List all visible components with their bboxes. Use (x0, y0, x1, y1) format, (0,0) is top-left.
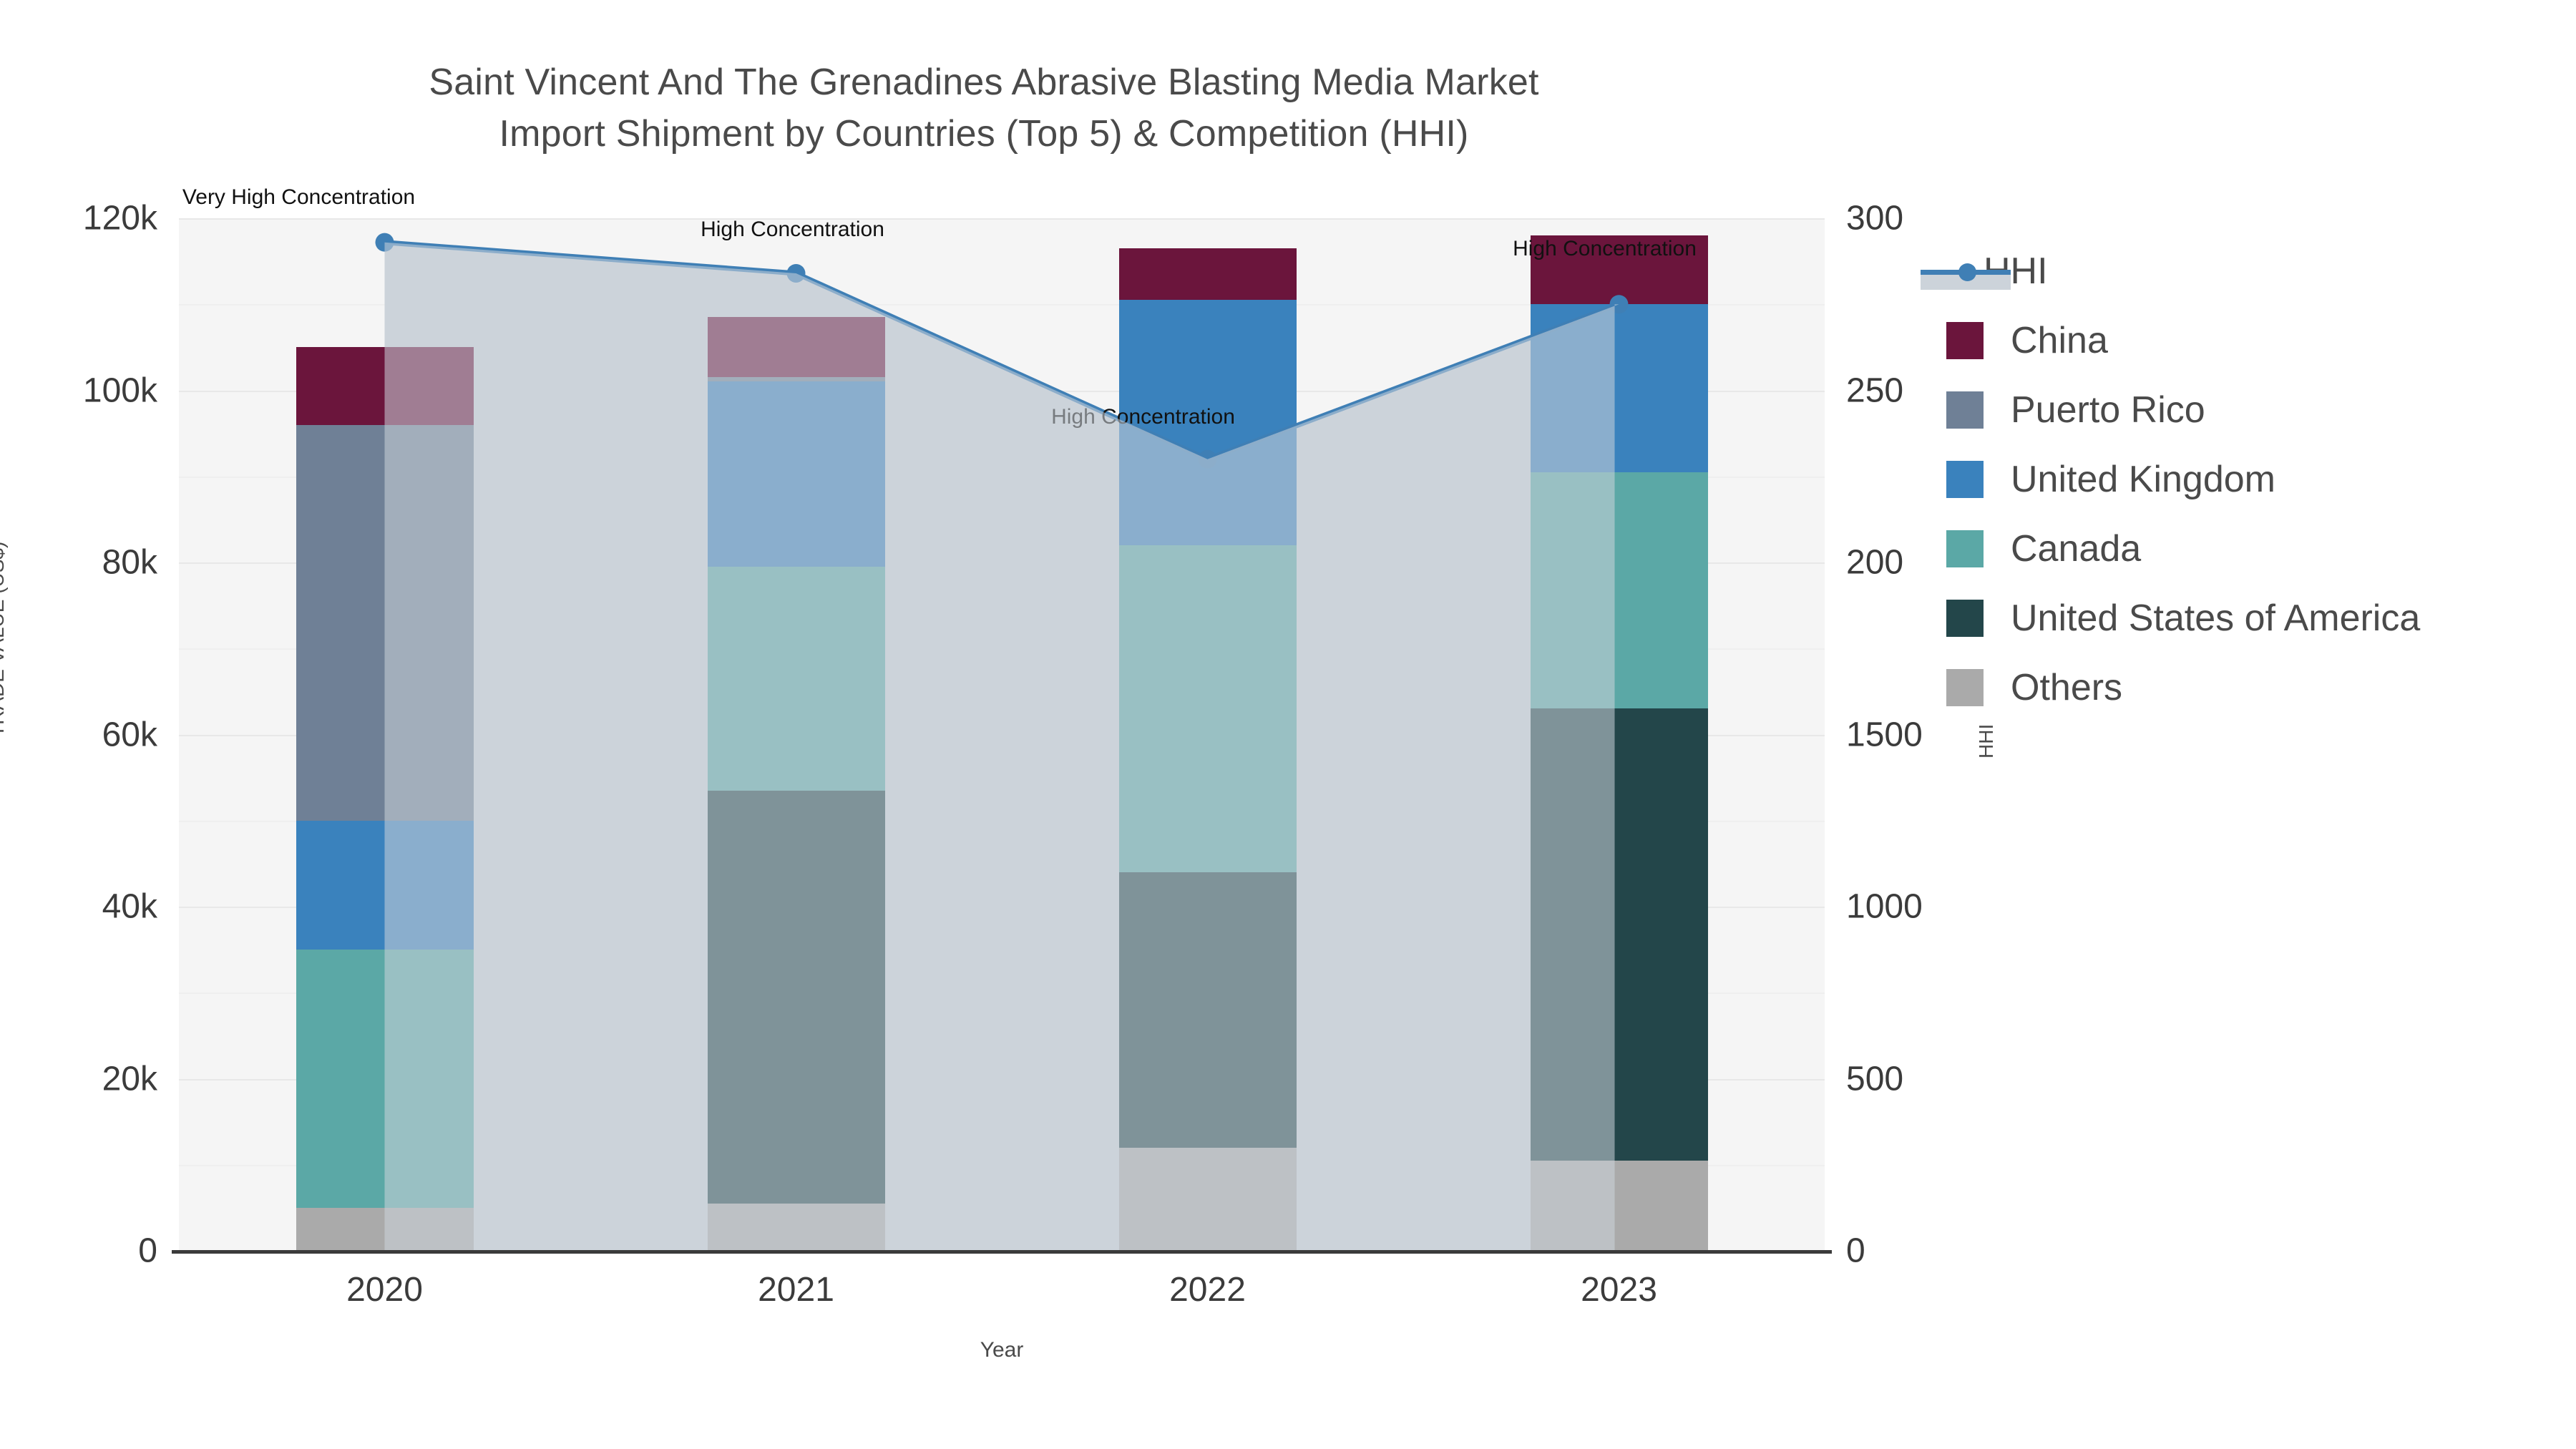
x-axis-title: Year (980, 1338, 1024, 1362)
chart-title: Saint Vincent And The Grenadines Abrasiv… (0, 57, 1968, 160)
gridline-major (179, 218, 1825, 220)
y-axis-left-tick-label: 100k (82, 371, 157, 409)
legend-item-label: China (2011, 319, 2108, 361)
hhi-line-series[interactable] (179, 218, 1825, 1251)
legend-item-label: Puerto Rico (2011, 389, 2205, 431)
legend-item-canada[interactable]: Canada (1946, 514, 2562, 583)
x-axis-tick-label[interactable]: 2023 (1581, 1271, 1657, 1309)
legend-color-swatch (1946, 599, 1984, 637)
legend-line-swatch (1919, 253, 2012, 290)
hhi-marker[interactable] (786, 263, 806, 283)
concentration-annotation: Very High Concentration (182, 185, 416, 209)
concentration-annotation: High Concentration (701, 217, 884, 241)
legend-item-united-kingdom[interactable]: United Kingdom (1946, 444, 2562, 514)
y-axis-left-tick-label: 80k (102, 543, 157, 582)
x-axis-tick-label[interactable]: 2022 (1169, 1271, 1246, 1309)
chart-title-line-1: Saint Vincent And The Grenadines Abrasiv… (429, 62, 1539, 103)
y-axis-left-tick-label: 0 (138, 1231, 157, 1270)
y-axis-left-title: TRADE VALUE (US$) (0, 541, 8, 737)
hhi-marker[interactable] (375, 233, 394, 252)
hhi-marker[interactable] (1609, 295, 1629, 314)
legend-item-label: United Kingdom (2011, 458, 2275, 500)
legend-color-swatch (1946, 321, 1984, 359)
legend-item-hhi[interactable]: HHI (1921, 236, 2562, 306)
legend-item-puerto-rico[interactable]: Puerto Rico (1946, 375, 2562, 444)
hhi-polyline (385, 243, 1619, 459)
x-axis-line (172, 1250, 1832, 1254)
y-axis-left-tick-label: 60k (102, 716, 157, 753)
y-axis-right-tick-label: 200 (1846, 543, 1904, 582)
concentration-annotation: High Concentration (1513, 237, 1697, 261)
y-axis-right-tick-label: 250 (1846, 371, 1904, 409)
legend-marker-dot (1958, 263, 1976, 281)
legend-item-others[interactable]: Others (1946, 653, 2562, 722)
concentration-annotation: High Concentration (1051, 404, 1235, 429)
y-axis-right-tick-label: 1500 (1846, 716, 1923, 753)
legend-color-swatch (1946, 391, 1984, 429)
y-axis-right-tick-label: 300 (1846, 199, 1904, 238)
legend-item-label: Others (2011, 666, 2123, 708)
legend-item-china[interactable]: China (1946, 306, 2562, 375)
y-axis-right-tick-label: 500 (1846, 1060, 1904, 1098)
legend-color-swatch (1946, 530, 1984, 567)
y-axis-right-tick-label: 0 (1846, 1231, 1865, 1270)
plot-area: Very High Concentration High Concentratio… (179, 185, 1825, 1252)
y-axis-right-tick-label: 1000 (1846, 887, 1923, 926)
y-axis-left-tick-label: 120k (82, 199, 157, 238)
hhi-marker[interactable] (1198, 449, 1217, 469)
x-axis-tick-label[interactable]: 2021 (758, 1271, 834, 1309)
legend-color-swatch (1946, 460, 1984, 498)
x-axis-tick-label[interactable]: 2020 (346, 1271, 423, 1309)
legend-area-band (1921, 273, 2011, 290)
y-axis-left-tick-label: 20k (102, 1060, 157, 1098)
chart-title-line-2: Import Shipment by Countries (Top 5) & C… (499, 112, 1469, 155)
legend: HHI China Puerto Rico United Kingdom Canada U… (1921, 236, 2562, 722)
legend-item-united-states-of-america[interactable]: United States of America (1946, 583, 2562, 653)
legend-color-swatch (1946, 668, 1984, 706)
y-axis-left-tick-label: 40k (102, 887, 157, 926)
legend-item-label: United States of America (2011, 597, 2421, 639)
legend-item-label: Canada (2011, 527, 2142, 570)
y-axis-right-title: HHI (1975, 723, 1997, 758)
